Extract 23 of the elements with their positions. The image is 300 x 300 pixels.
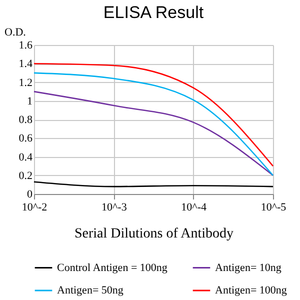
y-tick-label: 0.8 — [18, 114, 33, 126]
line-series — [33, 90, 274, 176]
x-tick-label: 10^-2 — [22, 202, 48, 214]
y-tick-label: 0.6 — [18, 132, 33, 145]
y-tick-label: 0.4 — [18, 151, 33, 164]
y-tick-label: 1.4 — [18, 58, 33, 70]
legend-label: Antigen= 50ng — [57, 284, 124, 296]
y-tick-label: 1.2 — [18, 76, 32, 89]
y-tick-label: 0 — [27, 188, 33, 200]
x-tick-label: 10^-5 — [260, 202, 287, 214]
y-tick-label: 1.6 — [18, 40, 33, 52]
legend-label: Antigen= 10ng — [215, 262, 282, 274]
y-tick-label: 0.2 — [18, 170, 32, 182]
x-tick-label: 10^-4 — [181, 202, 207, 214]
x-axis-title: Serial Dilutions of Antibody — [74, 226, 234, 242]
y-axis-title: O.D. — [4, 26, 26, 38]
legend-label: Control Antigen = 100ng — [57, 262, 168, 274]
line-series — [33, 62, 274, 167]
y-tick-label: 1 — [27, 95, 32, 108]
chart-title: ELISA Result — [103, 3, 204, 22]
line-series — [33, 72, 274, 176]
legend-label: Antigen= 100ng — [215, 284, 288, 296]
x-tick-label: 10^-3 — [102, 202, 128, 214]
